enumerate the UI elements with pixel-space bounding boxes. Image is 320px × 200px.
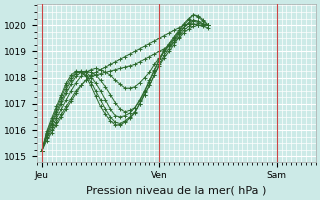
X-axis label: Pression niveau de la mer( hPa ): Pression niveau de la mer( hPa ) — [86, 186, 267, 196]
